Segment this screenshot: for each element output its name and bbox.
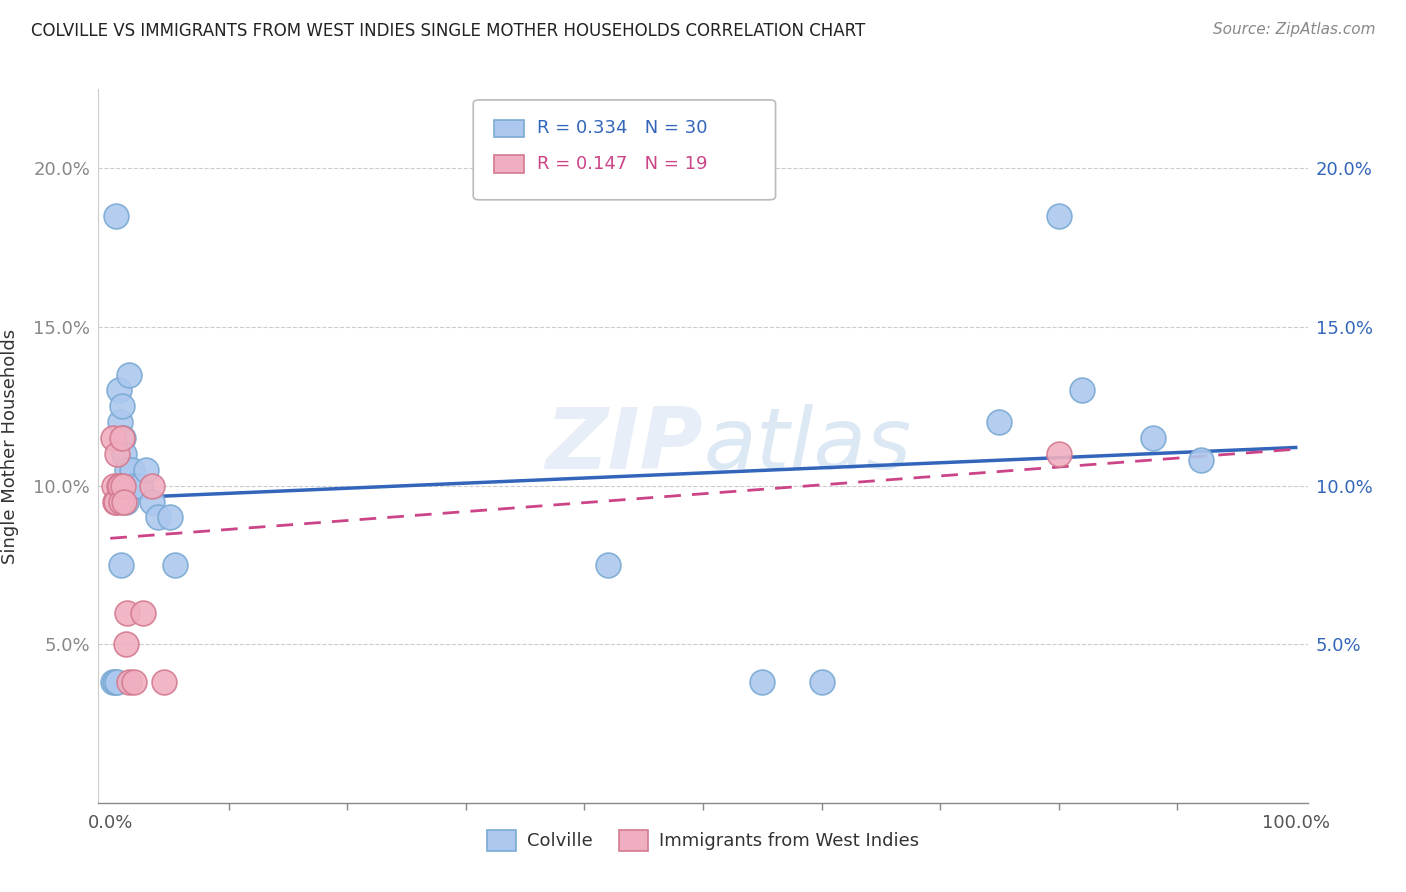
Point xyxy=(105,209,128,223)
Text: R = 0.334   N = 30: R = 0.334 N = 30 xyxy=(537,120,707,137)
Point xyxy=(1142,431,1164,445)
Point xyxy=(104,675,127,690)
Point xyxy=(598,558,620,572)
Text: ZIP: ZIP xyxy=(546,404,703,488)
Point xyxy=(105,675,128,690)
FancyBboxPatch shape xyxy=(494,155,524,173)
Point xyxy=(103,478,125,492)
Point xyxy=(115,606,138,620)
Text: R = 0.147   N = 19: R = 0.147 N = 19 xyxy=(537,155,707,173)
Point xyxy=(122,478,145,492)
Point xyxy=(1047,447,1070,461)
Point xyxy=(118,368,141,382)
FancyBboxPatch shape xyxy=(474,100,776,200)
Point xyxy=(117,478,139,492)
Text: COLVILLE VS IMMIGRANTS FROM WEST INDIES SINGLE MOTHER HOUSEHOLDS CORRELATION CHA: COLVILLE VS IMMIGRANTS FROM WEST INDIES … xyxy=(31,22,865,40)
Point xyxy=(1071,384,1094,398)
Point xyxy=(108,415,131,429)
Point xyxy=(112,478,135,492)
Y-axis label: Single Mother Households: Single Mother Households xyxy=(1,328,20,564)
Point xyxy=(101,675,124,690)
Point xyxy=(988,415,1011,429)
Point xyxy=(146,510,169,524)
Point xyxy=(159,510,181,524)
Point xyxy=(115,463,138,477)
Point xyxy=(111,400,134,414)
Point xyxy=(165,558,187,572)
Point xyxy=(1189,453,1212,467)
Point xyxy=(810,675,832,690)
Point xyxy=(110,558,132,572)
Point xyxy=(152,675,174,690)
Text: atlas: atlas xyxy=(703,404,911,488)
Point xyxy=(135,463,157,477)
Point xyxy=(141,494,163,508)
Point xyxy=(107,384,129,398)
FancyBboxPatch shape xyxy=(494,120,524,137)
Text: Source: ZipAtlas.com: Source: ZipAtlas.com xyxy=(1212,22,1375,37)
Point xyxy=(1047,209,1070,223)
Point xyxy=(101,431,124,445)
Point xyxy=(112,431,135,445)
Point xyxy=(114,637,136,651)
Point xyxy=(104,494,127,508)
Point xyxy=(114,494,136,508)
Point xyxy=(108,478,131,492)
Point xyxy=(105,447,128,461)
Point xyxy=(122,675,145,690)
Point xyxy=(132,606,155,620)
Legend: Colville, Immigrants from West Indies: Colville, Immigrants from West Indies xyxy=(479,822,927,858)
Point xyxy=(114,494,136,508)
Point xyxy=(111,431,134,445)
Point xyxy=(105,494,128,508)
Point xyxy=(751,675,773,690)
Point xyxy=(121,463,143,477)
Point xyxy=(114,447,136,461)
Point xyxy=(107,478,129,492)
Point xyxy=(141,478,163,492)
Point xyxy=(110,494,132,508)
Point xyxy=(118,675,141,690)
Point xyxy=(129,478,152,492)
